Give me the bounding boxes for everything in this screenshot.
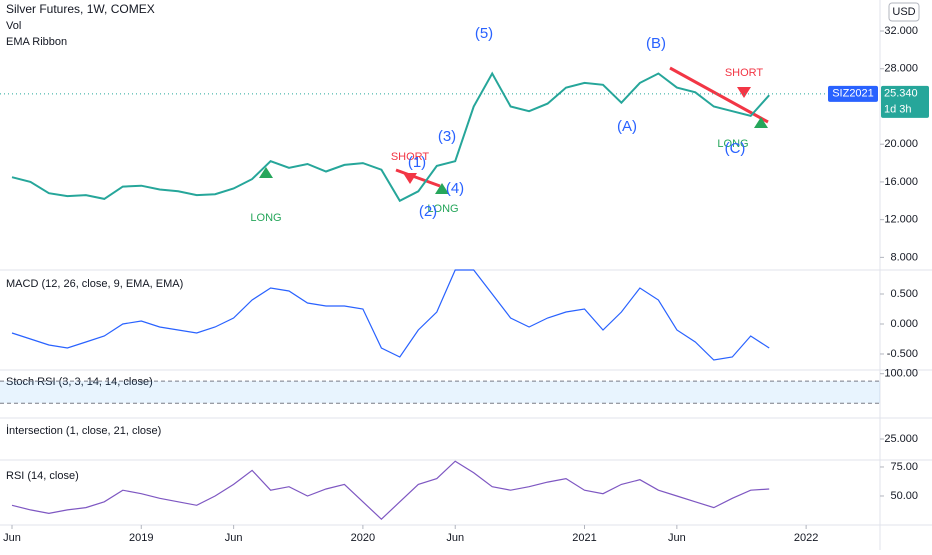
y-tick-label: 32.000 (884, 25, 918, 37)
x-tick-label: Jun (225, 532, 243, 544)
annotation: (1) (408, 154, 426, 171)
y-tick-label: 0.500 (890, 288, 918, 300)
price: 25.340 (884, 88, 918, 100)
annotation: LONG (250, 212, 281, 224)
currency-box[interactable] (888, 2, 920, 22)
annotation: (3) (438, 128, 456, 145)
series-line (11, 460, 770, 521)
series-line (11, 269, 770, 361)
y-tick-label: 50.00 (890, 490, 918, 502)
x-tick-label: 2021 (572, 532, 596, 544)
pane-title: Stoch RSI (3, 3, 14, 14, close) (6, 376, 153, 388)
x-tick-label: 2020 (351, 532, 375, 544)
x-tick-label: Jun (668, 532, 686, 544)
y-tick-label: 12.000 (884, 214, 918, 226)
x-tick-label: Jun (3, 532, 21, 544)
symbol: SIZ2021 (832, 88, 874, 100)
annotation: LONG (427, 203, 458, 215)
vol-label: Vol (6, 20, 21, 32)
countdown: 1d 3h (884, 104, 912, 116)
x-tick-label: Jun (446, 532, 464, 544)
y-tick-label: -0.500 (887, 348, 918, 360)
annotation: (5) (475, 25, 493, 42)
currency[interactable]: USD (892, 6, 915, 18)
annotation: (B) (646, 35, 666, 52)
annotation: (A) (617, 118, 637, 135)
y-tick-label: 8.000 (890, 251, 918, 263)
pane-title: İntersection (1, close, 21, close) (6, 424, 161, 437)
annotation: LONG (717, 138, 748, 150)
ribbon-label: EMA Ribbon (6, 36, 67, 48)
y-tick-label: 100.00 (884, 368, 918, 380)
y-tick-label: 28.000 (884, 63, 918, 75)
y-tick-label: 75.00 (890, 461, 918, 473)
signal-markers (259, 87, 768, 194)
symbol-box (828, 85, 878, 102)
annotation: (C) (725, 140, 746, 157)
annotation: (4) (446, 180, 464, 197)
y-tick-label: 16.000 (884, 176, 918, 188)
pane-title: RSI (14, close) (6, 470, 79, 482)
trend-line (395, 168, 441, 188)
x-tick-label: 2019 (129, 532, 153, 544)
pane-title: MACD (12, 26, close, 9, EMA, EMA) (6, 278, 183, 290)
annotation: (2) (419, 203, 437, 220)
title: Silver Futures, 1W, COMEX (6, 2, 155, 16)
y-tick-label: 20.000 (884, 138, 918, 150)
price-box (881, 85, 929, 118)
y-tick-label: 0.000 (890, 318, 918, 330)
x-tick-label: 2022 (794, 532, 818, 544)
annotation: SHORT (725, 67, 764, 79)
annotation: SHORT (391, 151, 430, 163)
series-line (11, 71, 770, 203)
band (0, 381, 880, 404)
trend-line (669, 66, 769, 124)
y-tick-label: 25.000 (884, 433, 918, 445)
